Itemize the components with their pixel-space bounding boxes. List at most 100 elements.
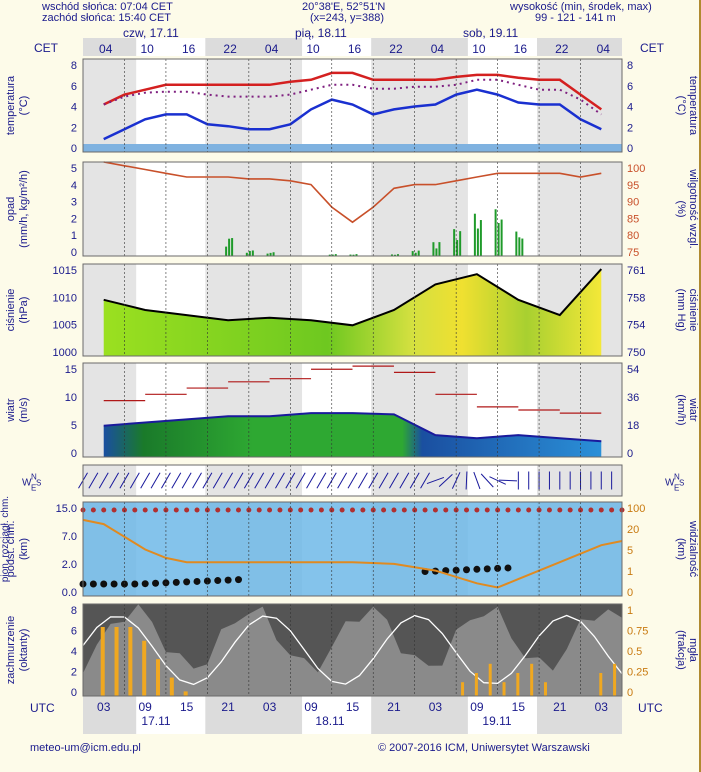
night-band [537, 465, 622, 496]
right-tick: 90 [627, 197, 639, 209]
right-tick: 6 [627, 81, 633, 93]
left-tick: 4 [71, 102, 77, 114]
cloud-base-dot [110, 580, 118, 588]
precip-bar [479, 220, 482, 256]
cloud-top-dot [381, 507, 387, 513]
left-tick: 15.0 [56, 503, 77, 515]
cloud-top-dot [184, 507, 190, 513]
left-axis-label: zachmurzenie [5, 616, 17, 684]
cloud-top-dot [484, 507, 490, 513]
bottom-axis-strip [83, 696, 622, 734]
cloud-top-dot [267, 507, 273, 513]
left-axis-label: wiatr [5, 398, 17, 423]
right-tick: 0 [627, 587, 633, 599]
panel-frame-vis [82, 501, 623, 597]
wind-arrow [243, 472, 254, 489]
precip-bar [473, 213, 476, 256]
night-band [205, 465, 303, 496]
panel-bg-precip [83, 162, 622, 256]
right-tick: 100 [627, 503, 645, 515]
left-tick: 10 [65, 392, 77, 404]
wind-arrow [192, 472, 202, 489]
height-values: 99 - 121 - 141 m [535, 12, 616, 24]
top-tz-right: CET [640, 41, 665, 55]
right-axis-label: mgła [687, 638, 699, 663]
top-hour-tick: 16 [514, 42, 528, 56]
night-band [371, 162, 468, 256]
night-band [83, 465, 137, 496]
cloud-base-dot [234, 576, 242, 584]
top-hour-tick: 22 [555, 42, 569, 56]
temp-series-mean [103, 78, 602, 116]
wind-arrow [109, 472, 120, 489]
sunset-text: zachód słońca: 15:40 CET [42, 12, 172, 24]
wind-arrow [326, 472, 337, 489]
wind-arrow [119, 472, 130, 489]
grid-text: (x=243, y=388) [310, 12, 384, 24]
wind-arrow [295, 472, 306, 489]
cloud-base-dot [172, 578, 180, 586]
right-tick: 0 [627, 448, 633, 460]
right-tick: 1 [627, 566, 633, 578]
cloud-base-dot [183, 578, 191, 586]
wind-arrow [426, 476, 445, 485]
precip-bar [438, 242, 441, 256]
wind-arrow [389, 472, 399, 489]
bottom-hour-tick: 21 [387, 700, 401, 714]
precip-bar [231, 238, 234, 256]
precip-bar [393, 254, 396, 256]
wind-arrow [438, 474, 453, 487]
left-axis-unit: (m/s) [18, 397, 30, 422]
precip-bar [396, 254, 399, 256]
bottom-hour-tick: 21 [221, 700, 235, 714]
left-axis-label: ciśnienie [5, 289, 17, 332]
precip-bar [500, 219, 503, 256]
right-tick: 54 [627, 364, 639, 376]
top-day-label: czw, 17.11 [123, 26, 179, 40]
top-hour-tick: 04 [99, 42, 113, 56]
footer-email[interactable]: meteo-um@icm.edu.pl [30, 742, 141, 754]
top-hour-tick: 04 [597, 42, 611, 56]
left-axis-label2: pion. rozciągł. chm. [0, 496, 11, 582]
wind-arrow [489, 476, 506, 485]
fog-bar [474, 673, 478, 696]
cloud-top-dot [132, 507, 138, 513]
right-tick: 36 [627, 392, 639, 404]
sunrise-text: wschód słońca: 07:04 CET [42, 1, 173, 13]
cloud-top-dot [215, 507, 221, 513]
compass-s: S [679, 479, 684, 488]
wind-arrow [347, 472, 358, 489]
cloud-base-dot [483, 565, 491, 573]
top-tz-left: CET [34, 41, 59, 55]
left-tick: 1 [71, 230, 77, 242]
fog-bar [100, 627, 105, 696]
left-tick: 5 [71, 420, 77, 432]
cloud-base-dot [494, 564, 502, 572]
night-band [537, 162, 622, 256]
night-band-top [537, 38, 622, 56]
left-tick: 0.0 [62, 587, 77, 599]
wind-arrow [254, 472, 265, 489]
precip-bar [352, 254, 355, 256]
right-axis-label: wilgotność wzgl. [687, 168, 699, 248]
cloud-top-dot [432, 507, 438, 513]
right-tick: 0 [627, 687, 633, 699]
cloud-top-dot [422, 507, 428, 513]
panel-frame-cloud [82, 603, 623, 697]
bottom-day-label: 19.11 [482, 714, 511, 728]
night-band-top [205, 38, 303, 56]
cloud-top-dot [173, 507, 179, 513]
left-tick: 5 [71, 163, 77, 175]
cloud-top-dot [360, 507, 366, 513]
left-tick: 2 [71, 667, 77, 679]
right-axis-unit: (%) [675, 200, 687, 217]
fog-bar [530, 663, 534, 696]
bottom-hour-tick: 03 [429, 700, 443, 714]
cloud-line [82, 614, 623, 686]
cloud-base-dot [193, 577, 201, 585]
fog-bar [128, 627, 133, 696]
night-band-bottom [371, 696, 468, 734]
cloud-top-dot [350, 507, 355, 513]
bottom-hour-tick: 03 [97, 700, 111, 714]
